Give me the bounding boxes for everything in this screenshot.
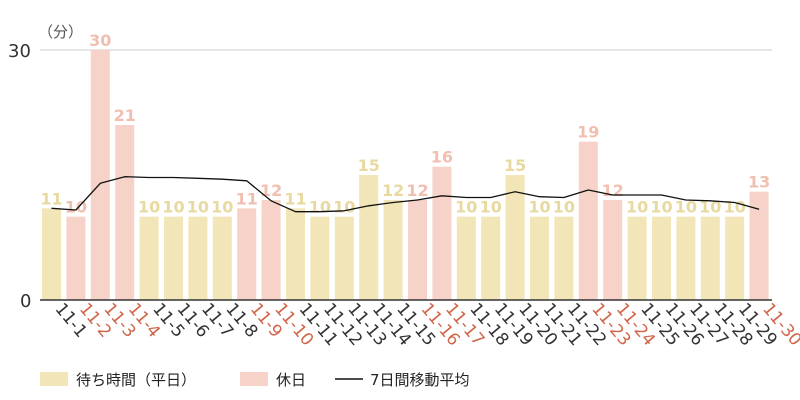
value-label-11-3: 30 xyxy=(89,31,111,50)
bar-11-8 xyxy=(212,216,232,300)
value-label-11-18: 10 xyxy=(455,198,477,217)
legend-swatch-holiday xyxy=(240,372,268,386)
value-label-11-21: 10 xyxy=(528,198,550,217)
moving-average-line xyxy=(51,176,760,213)
value-label-11-10: 12 xyxy=(260,181,282,200)
y-tick-30: 30 xyxy=(8,41,31,62)
bar-11-6 xyxy=(164,216,183,300)
bar-11-2 xyxy=(66,216,86,300)
value-label-11-27: 10 xyxy=(675,198,697,217)
value-label-11-16: 12 xyxy=(406,181,428,200)
value-label-11-28: 10 xyxy=(699,198,721,217)
bar-11-16 xyxy=(408,200,427,300)
value-label-11-25: 10 xyxy=(626,198,648,217)
bar-11-4 xyxy=(115,125,135,300)
bar-11-24 xyxy=(603,200,623,300)
value-label-11-4: 21 xyxy=(114,106,136,125)
bar-11-10 xyxy=(261,200,281,300)
bar-11-1 xyxy=(42,208,61,300)
value-label-11-8: 10 xyxy=(211,198,233,217)
bar-11-29 xyxy=(725,216,745,300)
bar-11-9 xyxy=(237,208,257,300)
bar-11-18 xyxy=(456,216,476,300)
legend-label-moving-average: 7日間移動平均 xyxy=(370,371,470,389)
value-label-11-23: 19 xyxy=(577,123,599,142)
bar-11-17 xyxy=(432,166,452,300)
bar-11-14 xyxy=(359,175,379,300)
bar-11-13 xyxy=(334,216,354,300)
value-label-11-17: 16 xyxy=(431,148,453,167)
value-label-11-2: 10 xyxy=(65,198,87,217)
value-label-11-29: 10 xyxy=(724,198,746,217)
bar-11-7 xyxy=(188,216,208,300)
unit-label: （分） xyxy=(38,23,83,41)
value-label-11-6: 10 xyxy=(162,198,184,217)
x-tick-labels-group: 11-111-211-311-411-511-611-711-811-911-1… xyxy=(51,299,800,350)
legend-swatch-weekday xyxy=(40,372,68,386)
bar-11-28 xyxy=(700,216,720,300)
legend-label-holiday: 休日 xyxy=(276,371,306,389)
value-label-11-1: 11 xyxy=(40,189,62,208)
value-label-11-24: 12 xyxy=(602,181,624,200)
value-label-11-22: 10 xyxy=(553,198,575,217)
bar-11-22 xyxy=(554,216,574,300)
bar-11-20 xyxy=(505,175,525,300)
bar-11-5 xyxy=(139,216,159,300)
bar-11-21 xyxy=(530,216,549,300)
bar-11-26 xyxy=(652,216,671,300)
bar-11-25 xyxy=(627,216,647,300)
value-label-11-20: 15 xyxy=(504,156,526,175)
bar-11-27 xyxy=(676,216,696,300)
value-label-11-9: 11 xyxy=(236,189,258,208)
bar-11-19 xyxy=(481,216,501,300)
value-label-11-30: 13 xyxy=(748,173,770,192)
value-label-11-26: 10 xyxy=(650,198,672,217)
value-label-11-13: 10 xyxy=(333,198,355,217)
bar-11-11 xyxy=(286,208,305,300)
value-label-11-5: 10 xyxy=(138,198,160,217)
value-label-11-19: 10 xyxy=(480,198,502,217)
value-label-11-12: 10 xyxy=(309,198,331,217)
bars-group xyxy=(42,50,769,300)
value-label-11-7: 10 xyxy=(187,198,209,217)
y-tick-0: 0 xyxy=(20,291,31,312)
bar-11-23 xyxy=(578,141,598,300)
bar-11-30 xyxy=(749,191,769,300)
bar-11-15 xyxy=(383,200,403,300)
legend-label-weekday: 待ち時間（平日） xyxy=(76,371,196,389)
bar-11-12 xyxy=(310,216,330,300)
legend: 待ち時間（平日） 休日 7日間移動平均 xyxy=(40,371,470,389)
value-label-11-15: 12 xyxy=(382,181,404,200)
value-label-11-14: 15 xyxy=(358,156,380,175)
value-label-11-11: 11 xyxy=(284,189,306,208)
bar-11-3 xyxy=(90,50,110,300)
